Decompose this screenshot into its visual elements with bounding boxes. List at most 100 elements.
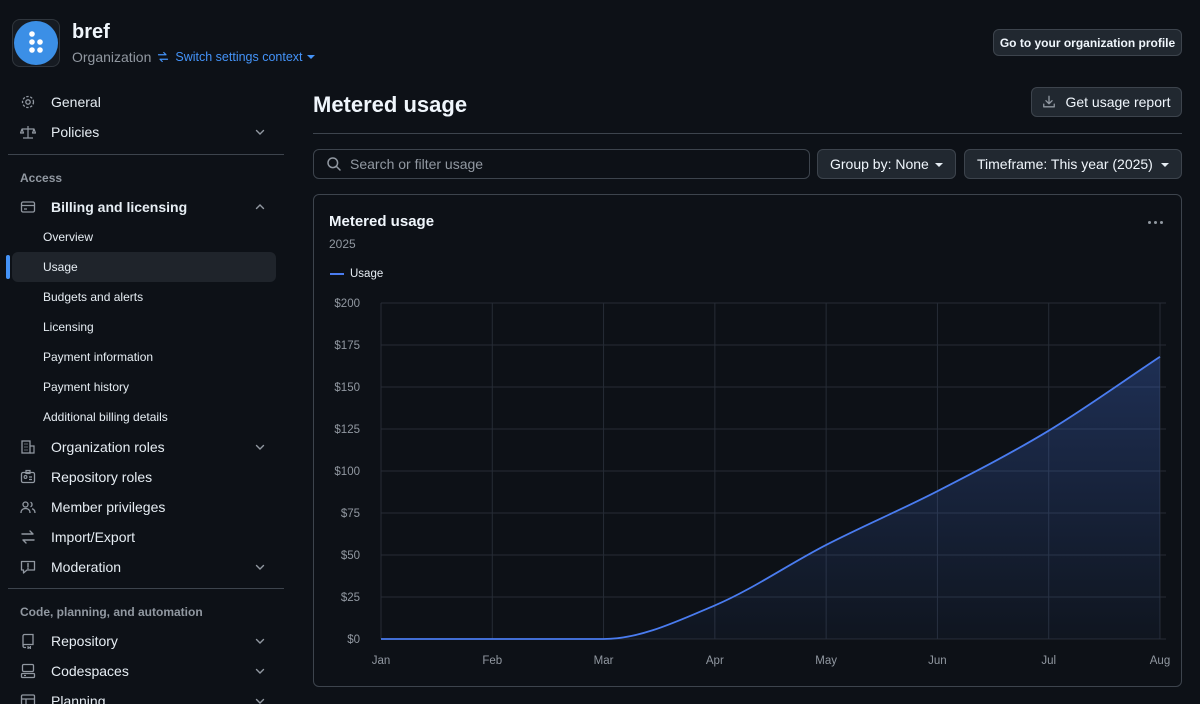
- triangle-down-icon: [935, 163, 943, 167]
- sidebar-item-label: Planning: [51, 693, 106, 704]
- sidebar-item-label: Codespaces: [51, 663, 129, 679]
- sidebar-subitem-usage[interactable]: Usage: [12, 252, 276, 282]
- group-by-label: Group by: None: [830, 156, 929, 172]
- sidebar-subitem-payment-history[interactable]: Payment history: [12, 372, 276, 402]
- id-badge-icon: [20, 469, 36, 485]
- sidebar-item-import-export[interactable]: Import/Export: [12, 522, 276, 552]
- sidebar-subitem-budgets[interactable]: Budgets and alerts: [12, 282, 276, 312]
- organization-icon: [20, 439, 36, 455]
- law-icon: [20, 124, 36, 140]
- sidebar-subitem-label: Budgets and alerts: [43, 290, 144, 304]
- y-tick-label: $75: [341, 508, 360, 520]
- sidebar-item-org-roles[interactable]: Organization roles: [12, 432, 276, 462]
- usage-area: [381, 356, 1160, 639]
- timeframe-select[interactable]: Timeframe: This year (2025): [964, 149, 1182, 179]
- sidebar-item-moderation[interactable]: Moderation: [12, 552, 276, 582]
- sidebar-item-repo-roles[interactable]: Repository roles: [12, 462, 276, 492]
- org-type-label: Organization: [72, 49, 152, 65]
- org-logo-icon: [29, 31, 43, 53]
- title-divider: [313, 133, 1182, 134]
- sidebar-item-planning[interactable]: Planning: [12, 686, 276, 704]
- y-tick-label: $100: [334, 466, 360, 478]
- org-header: bref Organization Switch settings contex…: [12, 18, 315, 68]
- credit-card-icon: [20, 199, 36, 215]
- sidebar-item-label: Member privileges: [51, 499, 166, 515]
- x-tick-label: Apr: [706, 655, 724, 667]
- sidebar-item-member-privileges[interactable]: Member privileges: [12, 492, 276, 522]
- codespaces-icon: [20, 663, 36, 679]
- chevron-down-icon: [255, 698, 265, 704]
- sidebar-subitem-label: Payment history: [43, 380, 130, 394]
- y-tick-label: $50: [341, 550, 360, 562]
- x-tick-label: Aug: [1150, 655, 1170, 667]
- sidebar-item-label: Repository roles: [51, 469, 153, 485]
- sidebar-item-label: Policies: [51, 124, 100, 140]
- kebab-horizontal-icon[interactable]: [1145, 221, 1163, 224]
- sidebar-item-policies[interactable]: Policies: [12, 117, 276, 147]
- chevron-down-icon: [255, 668, 265, 674]
- org-profile-button[interactable]: Go to your organization profile: [993, 29, 1182, 56]
- active-indicator: [6, 255, 10, 279]
- y-tick-label: $25: [341, 592, 360, 604]
- search-input[interactable]: [350, 156, 790, 172]
- sidebar-item-label: Billing and licensing: [51, 199, 188, 215]
- y-tick-label: $0: [347, 634, 360, 646]
- legend-label: Usage: [350, 268, 384, 280]
- usage-series-line: [381, 356, 1161, 640]
- sidebar-subitem-licensing[interactable]: Licensing: [12, 312, 276, 342]
- sidebar-item-general[interactable]: General: [12, 87, 276, 117]
- x-tick-label: Jan: [372, 655, 391, 667]
- org-avatar-frame[interactable]: [12, 19, 60, 67]
- sidebar-item-label: Moderation: [51, 559, 122, 575]
- sidebar-subitem-label: Overview: [43, 230, 94, 244]
- timeframe-label: Timeframe: This year (2025): [977, 156, 1153, 172]
- x-tick-label: Feb: [482, 655, 502, 667]
- chevron-up-icon: [255, 204, 265, 210]
- people-icon: [20, 499, 36, 515]
- gear-icon: [20, 94, 36, 110]
- sidebar-item-label: General: [51, 94, 101, 110]
- usage-chart: $0 $25 $50 $75 $100 $125 $150 $175 $200 Jan Feb Mar…: [334, 298, 1170, 667]
- switch-context-label: Switch settings context: [175, 50, 303, 64]
- group-by-select[interactable]: Group by: None: [817, 149, 956, 179]
- y-tick-label: $125: [334, 424, 360, 436]
- chart-legend[interactable]: Usage: [330, 268, 383, 280]
- sidebar-divider: [8, 588, 284, 589]
- search-icon: [327, 157, 341, 171]
- get-usage-report-button[interactable]: Get usage report: [1031, 87, 1182, 117]
- caret-down-icon: [306, 55, 315, 59]
- y-tick-label: $175: [334, 340, 360, 352]
- table-icon: [20, 693, 36, 704]
- x-tick-label: Jul: [1041, 655, 1056, 667]
- report-icon: [20, 559, 36, 575]
- sidebar-subitem-label: Licensing: [43, 320, 94, 334]
- x-tick-label: Mar: [594, 655, 614, 667]
- sidebar-subitem-label: Additional billing details: [43, 410, 168, 424]
- y-tick-label: $150: [334, 382, 360, 394]
- sidebar-item-label: Import/Export: [51, 529, 136, 545]
- avatar: [14, 21, 58, 65]
- chevron-down-icon: [255, 129, 265, 135]
- sidebar-subitem-payment-info[interactable]: Payment information: [12, 342, 276, 372]
- chevron-down-icon: [255, 444, 265, 450]
- chevron-down-icon: [255, 564, 265, 570]
- triangle-down-icon: [1161, 163, 1169, 167]
- sidebar-item-repository[interactable]: Repository: [12, 626, 276, 656]
- org-name: bref: [72, 21, 110, 43]
- x-tick-label: Jun: [928, 655, 947, 667]
- arrow-switch-icon: [158, 51, 169, 63]
- arrow-switch-icon: [20, 529, 36, 545]
- chevron-down-icon: [255, 638, 265, 644]
- legend-line-icon: [330, 273, 344, 275]
- sidebar-subitem-label: Usage: [43, 260, 78, 274]
- search-box: [313, 149, 810, 179]
- sidebar-subitem-overview[interactable]: Overview: [12, 222, 276, 252]
- sidebar-item-codespaces[interactable]: Codespaces: [12, 656, 276, 686]
- x-tick-label: May: [815, 655, 837, 667]
- sidebar-subitem-additional-billing[interactable]: Additional billing details: [12, 402, 276, 432]
- sidebar-item-billing[interactable]: Billing and licensing: [12, 192, 276, 222]
- switch-context-link[interactable]: Switch settings context: [157, 47, 315, 67]
- download-icon: [1043, 95, 1056, 108]
- sidebar-divider: [8, 154, 284, 155]
